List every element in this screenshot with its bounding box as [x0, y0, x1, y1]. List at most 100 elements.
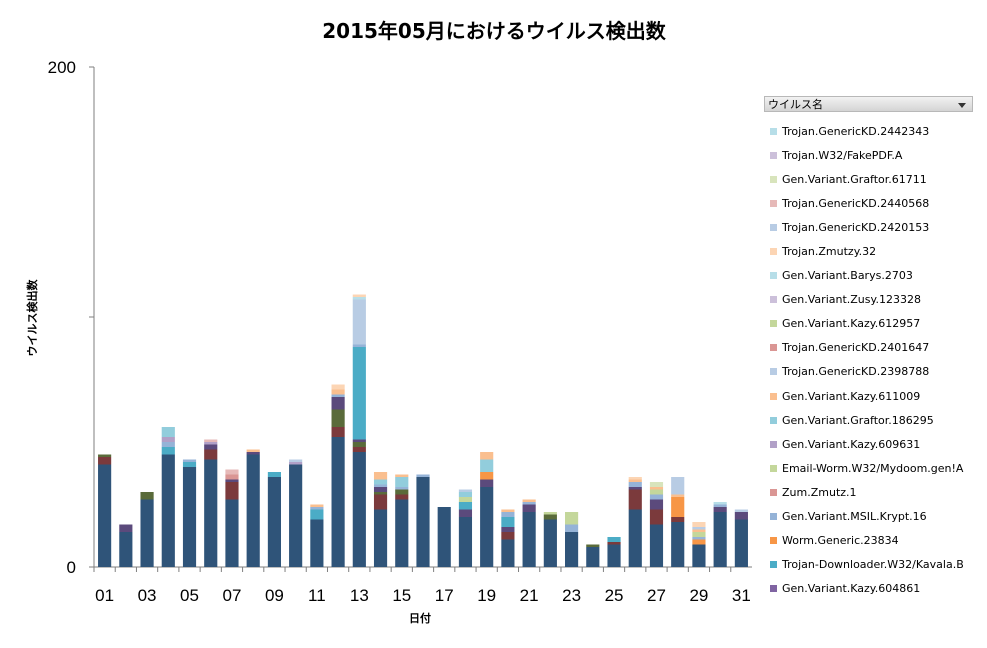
bars — [98, 294, 748, 567]
bar-segment — [161, 427, 175, 437]
legend-label: Trojan.GenericKD.2401647 — [782, 341, 930, 355]
bar-segment — [331, 384, 345, 390]
bar-segment — [182, 462, 197, 467]
bar-segment — [395, 474, 409, 477]
bar-segment — [204, 442, 218, 445]
legend-label: Gen.Variant.Graftor.186295 — [782, 413, 934, 427]
bar-segment — [692, 529, 706, 532]
legend-item: Trojan.W32/FakePDF.A — [770, 143, 964, 167]
bar-segment — [331, 394, 345, 397]
legend-swatch — [770, 513, 777, 521]
legend-swatch — [770, 223, 777, 231]
bar-segment — [607, 537, 621, 542]
bar-segment — [161, 447, 175, 455]
bar-segment — [267, 472, 281, 477]
bar-segment — [182, 459, 197, 462]
bar-segment — [246, 452, 260, 455]
legend-swatch — [770, 368, 777, 376]
bar-segment — [373, 479, 388, 485]
y-tick-label: 0 — [67, 558, 76, 577]
bar-segment — [161, 454, 175, 567]
legend-filter-dropdown[interactable]: ウイルス名 — [764, 96, 973, 112]
legend-item: Trojan.GenericKD.2398788 — [770, 360, 964, 384]
bar-segment — [628, 482, 642, 487]
legend-item: Gen.Variant.Kazy.609631 — [770, 432, 964, 456]
bar-segment — [352, 439, 366, 442]
bar-segment — [225, 479, 239, 482]
legend-label: Trojan.W32/FakePDF.A — [782, 148, 903, 162]
bar-segment — [395, 477, 409, 487]
legend-swatch — [770, 296, 777, 304]
bar-segment — [352, 299, 366, 345]
bar-segment — [692, 522, 706, 527]
bar-segment — [310, 504, 324, 507]
bar-segment — [649, 509, 664, 525]
bar-segment — [289, 462, 303, 465]
bar-segment — [565, 512, 579, 525]
bar-segment — [395, 487, 409, 490]
bar-segment — [225, 474, 239, 480]
dropdown-arrow-icon[interactable] — [958, 103, 966, 108]
x-tick-label: 29 — [689, 586, 708, 605]
legend-swatch — [770, 248, 777, 256]
bar-segment — [565, 532, 579, 567]
bar-segment — [607, 542, 621, 545]
bar-segment — [671, 494, 685, 497]
bar-segment — [204, 439, 218, 442]
x-tick-label: 05 — [180, 586, 199, 605]
legend-label: Trojan.GenericKD.2440568 — [782, 196, 930, 210]
bar-segment — [352, 297, 366, 300]
legend-item: Trojan-Downloader.W32/Kavala.B — [770, 553, 964, 577]
bar-segment — [480, 487, 494, 567]
bar-segment — [310, 519, 324, 567]
legend-item: Gen.Variant.Graftor.61711 — [770, 167, 964, 191]
bar-segment — [692, 544, 706, 567]
bar-segment — [671, 517, 685, 522]
legend-item: Gen.Variant.Kazy.604861 — [770, 577, 964, 601]
bar-segment — [373, 492, 388, 495]
bar-segment — [416, 474, 430, 477]
legend-swatch — [770, 561, 777, 569]
bar-segment — [437, 507, 451, 567]
bar-segment — [458, 497, 473, 502]
x-tick-label: 19 — [477, 586, 496, 605]
bar-segment — [480, 452, 494, 460]
bar-segment — [352, 452, 366, 567]
bar-segment — [692, 527, 706, 530]
bar-segment — [501, 527, 515, 532]
bar-segment — [352, 442, 366, 447]
bar-segment — [713, 507, 727, 512]
bar-segment — [628, 477, 642, 480]
bar-segment — [649, 487, 664, 490]
bar-segment — [628, 479, 642, 482]
bar-segment — [310, 509, 324, 520]
legend-label: Trojan.Zmutzy.32 — [782, 245, 877, 259]
bar-segment — [373, 487, 388, 492]
bar-segment — [671, 522, 685, 567]
bar-segment — [501, 532, 515, 540]
bar-segment — [649, 494, 664, 500]
x-tick-label: 23 — [562, 586, 581, 605]
legend-item: Trojan.GenericKD.2440568 — [770, 191, 964, 215]
legend-swatch — [770, 151, 777, 159]
legend-swatch — [770, 175, 777, 183]
y-tick-label: 200 — [48, 58, 76, 77]
legend-label: Gen.Variant.Barys.2703 — [782, 269, 913, 283]
x-tick-label: 15 — [392, 586, 411, 605]
bar-segment — [501, 512, 515, 517]
legend-swatch — [770, 199, 777, 207]
bar-segment — [628, 487, 642, 490]
legend-item: Gen.Variant.Kazy.611009 — [770, 384, 964, 408]
bar-segment — [395, 494, 409, 500]
legend-label: Email-Worm.W32/Mydoom.gen!A — [782, 461, 964, 475]
bar-segment — [522, 512, 536, 567]
bar-segment — [692, 537, 706, 540]
legend-label: Gen.Variant.Kazy.611009 — [782, 389, 921, 403]
legend-label: Gen.Variant.Graftor.61711 — [782, 172, 927, 186]
bar-segment — [352, 344, 366, 347]
legend-label: Worm.Generic.23834 — [782, 534, 899, 548]
bar-segment — [713, 512, 727, 567]
legend-item: Gen.Variant.Kazy.612957 — [770, 312, 964, 336]
bar-segment — [98, 454, 112, 457]
